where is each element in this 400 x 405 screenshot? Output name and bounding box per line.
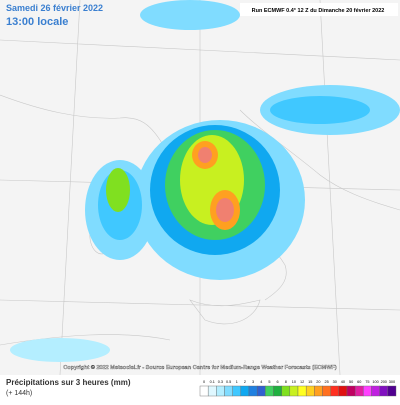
run-info: Run ECMWF 0.4° 12 Z du Dimanche 20 févri… <box>252 8 385 14</box>
legend-swatch <box>248 385 258 397</box>
legend-label: 0.5 <box>226 380 231 384</box>
legend-label: 300 <box>389 380 395 384</box>
legend-swatch <box>314 385 323 397</box>
legend-label: 10 <box>292 380 296 384</box>
legend-swatch <box>305 385 315 397</box>
legend-label: 60 <box>357 380 361 384</box>
legend-swatch <box>338 385 348 397</box>
lead-time: (+ 144h) <box>6 390 32 397</box>
legend-swatch <box>273 385 282 397</box>
legend-swatch <box>281 385 291 397</box>
legend-label: 2 <box>244 380 246 384</box>
legend-label: 30 <box>333 380 337 384</box>
legend-swatch <box>232 385 242 397</box>
legend-swatch <box>265 385 274 397</box>
legend-label: 100 <box>372 380 378 384</box>
legend-label: 75 <box>365 380 369 384</box>
legend-swatch <box>224 385 233 397</box>
legend-swatch <box>199 385 209 397</box>
legend-swatch <box>256 385 266 397</box>
legend-label: 20 <box>316 380 320 384</box>
legend-swatch <box>379 385 389 397</box>
legend-label: 12 <box>300 380 304 384</box>
footer-title: Précipitations sur 3 heures (mm) <box>6 378 131 387</box>
legend-label: 8 <box>285 380 287 384</box>
legend-swatch <box>330 385 340 397</box>
date: Samedi 26 février 2022 <box>6 3 103 13</box>
time: 13:00 locale <box>6 16 68 28</box>
legend-swatch <box>371 385 380 397</box>
run-box <box>240 3 398 16</box>
legend-swatch <box>346 385 356 397</box>
precipitation-areas <box>10 0 400 362</box>
legend-label: 25 <box>324 380 328 384</box>
legend-swatch <box>240 385 250 397</box>
legend-swatch <box>297 385 307 397</box>
legend-swatch <box>363 385 372 397</box>
legend-label: 4 <box>260 380 262 384</box>
legend-swatch <box>216 385 225 397</box>
legend-label: 6 <box>277 380 279 384</box>
legend-label: 200 <box>381 380 387 384</box>
legend: 0 0.1 0.3 0.5 1 2 3 4 5 6 8 10 12 15 20 25 30 40 50 60 75 100… <box>199 380 397 397</box>
legend-label: 1 <box>236 380 238 384</box>
legend-label: 3 <box>252 380 254 384</box>
legend-label: 50 <box>349 380 353 384</box>
legend-label: 15 <box>308 380 312 384</box>
legend-label: 0 <box>203 380 205 384</box>
legend-label: 0.3 <box>218 380 223 384</box>
legend-swatch <box>354 385 364 397</box>
legend-swatch <box>289 385 299 397</box>
legend-label: 40 <box>341 380 345 384</box>
legend-swatch <box>387 385 397 397</box>
legend-label: 0.1 <box>210 380 215 384</box>
legend-swatch <box>207 385 217 397</box>
legend-swatch <box>322 385 331 397</box>
copyright: Copyright © 2022 Meteociel.fr - Source E… <box>63 364 336 371</box>
legend-label: 5 <box>268 380 270 384</box>
